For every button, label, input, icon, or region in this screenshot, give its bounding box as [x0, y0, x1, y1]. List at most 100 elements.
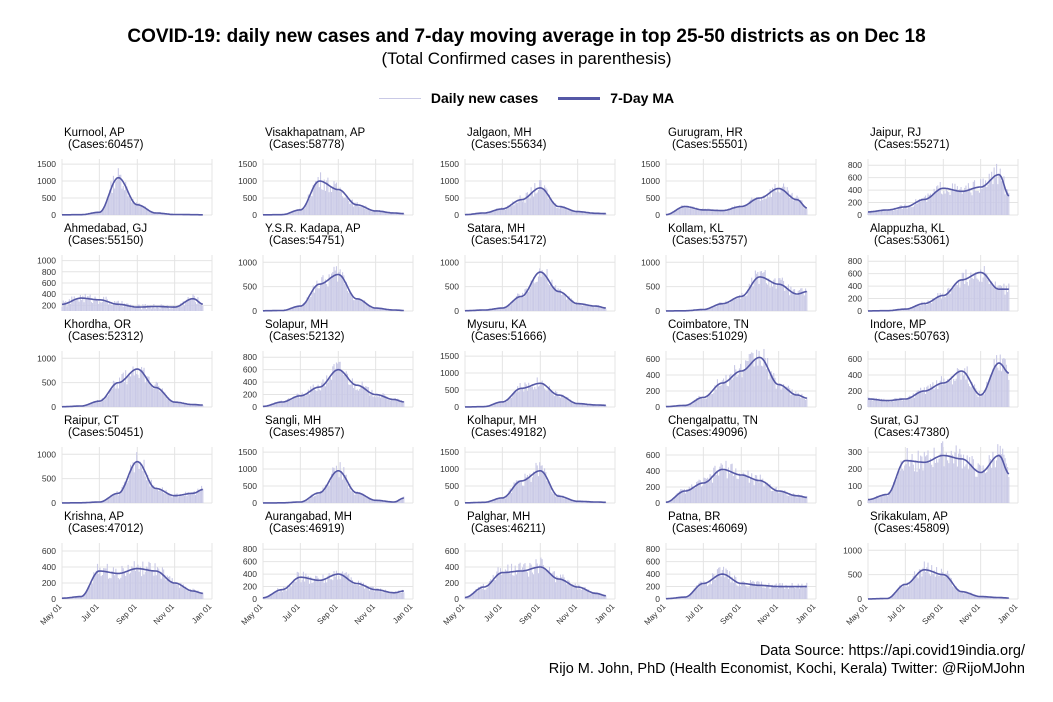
y-tick-label: 600: [848, 173, 862, 183]
panel-district-name: Mysuru, KA: [467, 319, 527, 331]
y-tick-label: 0: [655, 594, 660, 604]
y-tick-label: 100: [848, 481, 862, 491]
panel-plot: 0 200 400 600 May 01 Jul 01 Sep 01 Nov 01 Jan 01: [38, 543, 214, 627]
district-panel: Indore, MP (Cases:50763) 0 200 400 600: [848, 319, 1053, 417]
y-tick-label: 0: [655, 402, 660, 412]
panel-total-cases: (Cases:51666): [471, 331, 547, 343]
y-tick-label: 200: [646, 582, 660, 592]
daily-cases-bars: [61, 293, 204, 311]
x-tick-label: Nov 01: [353, 602, 378, 627]
x-tick-label: Jan 01: [996, 602, 1020, 626]
panel-district-name: Surat, GJ: [870, 415, 919, 427]
panel-plot: 0 200 400 600 800: [243, 351, 414, 412]
y-tick-label: 1000: [641, 176, 660, 186]
daily-cases-bars: [867, 441, 1010, 503]
y-tick-label: 0: [454, 402, 459, 412]
district-panel: Sangli, MH (Cases:49857) 0 500 1000 1500: [238, 415, 463, 513]
panel-plot: 0 500 1000 1500: [440, 159, 616, 220]
daily-cases-bars: [867, 561, 1010, 599]
ma-line: [263, 470, 404, 504]
panel-district-name: Aurangabad, MH: [265, 511, 352, 523]
panel-district-name: Kurnool, AP: [64, 127, 125, 139]
x-tick-label: Nov 01: [958, 602, 983, 627]
ma-line: [868, 362, 1010, 402]
ma-line: [262, 573, 404, 599]
ma-line: [262, 368, 404, 408]
daily-cases-bars: [867, 354, 1010, 407]
district-panel: Coimbatore, TN (Cases:51029) 0 200 400 600: [646, 319, 866, 417]
y-tick-label: 500: [445, 385, 459, 395]
y-tick-label: 800: [646, 544, 660, 554]
author-credit: Rijo M. John, PhD (Health Economist, Koc…: [548, 661, 1025, 677]
y-tick-label: 1000: [37, 449, 56, 459]
y-tick-label: 0: [857, 498, 862, 508]
y-tick-label: 500: [42, 193, 56, 203]
y-tick-label: 0: [655, 498, 660, 508]
y-tick-label: 0: [252, 210, 257, 220]
panel-plot: 0 100 200 300: [848, 441, 1019, 508]
panel-plot: 0 500 1000: [440, 255, 616, 316]
y-tick-label: 0: [454, 306, 459, 316]
legend-ma-swatch: [558, 96, 601, 100]
y-tick-label: 500: [646, 282, 660, 292]
y-tick-label: 400: [243, 569, 257, 579]
y-tick-label: 1000: [238, 464, 257, 474]
panel-plot: 0 500 1000 1500: [238, 447, 414, 508]
y-tick-label: 0: [857, 594, 862, 604]
panel-district-name: Srikakulam, AP: [870, 511, 948, 523]
ma-line: [665, 187, 808, 216]
ma-line: [464, 187, 606, 216]
chart-title: COVID-19: daily new cases and 7-day movi…: [127, 26, 926, 47]
y-tick-label: 0: [51, 594, 56, 604]
daily-cases-bars: [464, 377, 607, 407]
y-tick-label: 400: [42, 562, 56, 572]
y-tick-label: 1000: [238, 257, 257, 267]
district-panel: Jaipur, RJ (Cases:55271) 0 200 400 600 800: [848, 127, 1053, 225]
panel-plot: 0 500 1000 1500: [641, 159, 817, 220]
y-tick-label: 200: [848, 198, 862, 208]
y-tick-label: 800: [848, 256, 862, 266]
legend-item-ma: 7-Day MA: [558, 90, 674, 106]
daily-cases-bars: [867, 266, 1010, 311]
panel-total-cases: (Cases:54751): [269, 235, 345, 247]
district-panel: Solapur, MH (Cases:52132) 0 200 400 600 800: [243, 319, 463, 417]
panel-district-name: Kollam, KL: [668, 223, 724, 235]
y-tick-label: 400: [848, 281, 862, 291]
y-tick-label: 1000: [641, 257, 660, 267]
legend: Daily new cases 7-Day MA: [0, 90, 1053, 106]
panel-district-name: Gurugram, HR: [668, 127, 743, 139]
ma-line: [61, 297, 203, 308]
y-tick-label: 0: [51, 402, 56, 412]
ma-line: [465, 382, 606, 408]
y-tick-label: 600: [646, 557, 660, 567]
panel-district-name: Indore, MP: [870, 319, 927, 331]
y-tick-label: 600: [646, 450, 660, 460]
y-tick-label: 500: [848, 570, 862, 580]
y-tick-label: 200: [243, 582, 257, 592]
panel-plot: 0 200 400 600: [646, 348, 817, 412]
y-tick-label: 400: [646, 466, 660, 476]
panel-plot: 0 500 1000: [238, 255, 414, 316]
panel-total-cases: (Cases:46919): [269, 523, 345, 535]
legend-daily-label: Daily new cases: [430, 90, 539, 106]
panel-district-name: Coimbatore, TN: [668, 319, 749, 331]
x-tick-label: Jan 01: [593, 602, 617, 626]
y-tick-label: 500: [445, 193, 459, 203]
x-tick-label: May 01: [38, 602, 63, 627]
y-tick-label: 600: [646, 354, 660, 364]
y-tick-label: 1500: [440, 447, 459, 457]
y-tick-label: 400: [848, 370, 862, 380]
panel-plot: 0 500 1000: [37, 351, 213, 412]
x-tick-label: Sep 01: [114, 602, 139, 627]
y-tick-label: 200: [646, 386, 660, 396]
y-tick-label: 400: [42, 289, 56, 299]
district-panel: Aurangabad, MH (Cases:46919) 0 200 400 600 800…: [239, 511, 463, 627]
panel-total-cases: (Cases:55501): [672, 139, 748, 151]
y-tick-label: 0: [454, 498, 459, 508]
x-tick-label: Jul 01: [885, 602, 907, 624]
y-tick-label: 1500: [440, 351, 459, 361]
y-tick-label: 0: [51, 210, 56, 220]
y-tick-label: 0: [857, 306, 862, 316]
